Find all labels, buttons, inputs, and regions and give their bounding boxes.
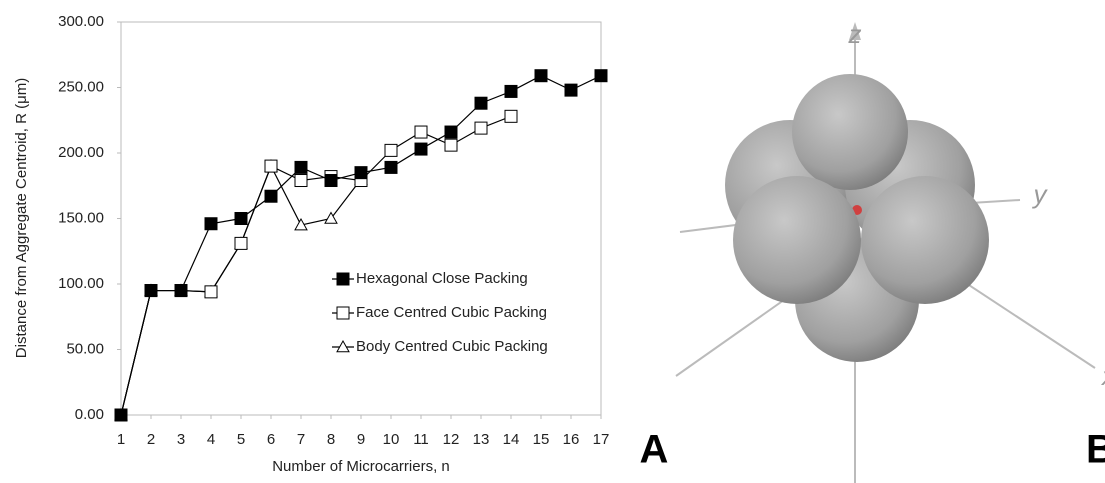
x-tick-label: 17 (593, 431, 610, 448)
marker (595, 70, 607, 82)
x-tick-label: 2 (147, 431, 155, 448)
legend-label: Face Centred Cubic Packing (356, 304, 547, 321)
marker (445, 126, 457, 138)
sphere (861, 176, 989, 304)
marker (115, 409, 127, 421)
y-tick-label: 200.00 (58, 144, 104, 161)
y-tick-label: 250.00 (58, 78, 104, 95)
legend-label: Hexagonal Close Packing (356, 270, 528, 287)
legend-marker (337, 307, 349, 319)
y-tick-label: 50.00 (66, 340, 104, 357)
marker (145, 285, 157, 297)
marker (475, 122, 487, 134)
x-tick-label: 10 (383, 431, 400, 448)
x-tick-label: 12 (443, 431, 460, 448)
plot-frame (121, 22, 601, 415)
figure: Distance from Aggregate Centroid, R (μm)… (0, 0, 1105, 483)
x-tick-label: 16 (563, 431, 580, 448)
marker (475, 97, 487, 109)
marker (535, 70, 547, 82)
x-tick-label: 11 (413, 431, 429, 448)
x-tick-label: 13 (473, 431, 490, 448)
series-line (121, 116, 511, 415)
x-tick-label: 9 (357, 431, 365, 448)
marker (235, 237, 247, 249)
marker (385, 161, 397, 173)
marker (265, 190, 277, 202)
marker (175, 285, 187, 297)
marker (265, 160, 277, 172)
sphere-diagram: z y x (676, 19, 1105, 483)
x-tick-label: 6 (267, 431, 275, 448)
x-tick-label: 7 (297, 431, 305, 448)
marker (385, 144, 397, 156)
x-tick-label: 3 (177, 431, 185, 448)
marker (325, 213, 337, 224)
panel-label: B (1086, 428, 1105, 472)
y-tick-label: 150.00 (58, 209, 104, 226)
series-line (121, 76, 601, 415)
sphere (733, 176, 861, 304)
x-tick-label: 15 (533, 431, 550, 448)
marker (295, 161, 307, 173)
marker (415, 143, 427, 155)
x-tick-label: 4 (207, 431, 215, 448)
panel-label: A (640, 428, 669, 472)
legend-marker (337, 273, 349, 285)
marker (205, 218, 217, 230)
y-tick-label: 300.00 (58, 13, 104, 30)
marker (295, 175, 307, 187)
marker (325, 175, 337, 187)
axis-letter: x (1100, 361, 1105, 391)
marker (505, 85, 517, 97)
marker (505, 110, 517, 122)
legend-label: Body Centred Cubic Packing (356, 338, 548, 355)
y-axis-title: Distance from Aggregate Centroid, R (μm) (13, 78, 30, 358)
x-tick-label: 1 (117, 431, 125, 448)
marker (235, 213, 247, 225)
marker (205, 286, 217, 298)
marker (415, 126, 427, 138)
marker (565, 84, 577, 96)
y-tick-label: 100.00 (58, 275, 104, 292)
y-tick-label: 0.00 (75, 406, 104, 423)
axis-letter: z (848, 19, 862, 49)
x-tick-label: 8 (327, 431, 335, 448)
marker (355, 167, 367, 179)
axis-letter: y (1032, 179, 1049, 209)
marker (445, 139, 457, 151)
x-axis-title: Number of Microcarriers, n (272, 458, 450, 475)
x-tick-label: 14 (503, 431, 520, 448)
sphere (792, 74, 908, 190)
x-tick-label: 5 (237, 431, 245, 448)
